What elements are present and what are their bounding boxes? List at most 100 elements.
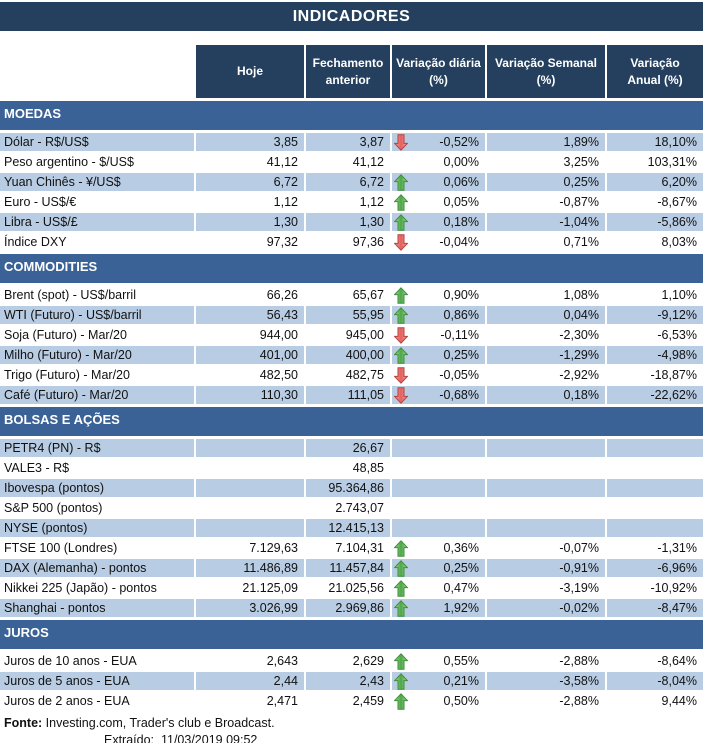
row-label: Juros de 2 anos - EUA [4,694,130,708]
cell-daily: 0,00% [392,153,485,171]
cell-daily [392,439,485,457]
cell-daily [392,519,485,537]
column-header-row: Hoje Fechamento anterior Variação diária… [0,45,703,98]
section-header-label: BOLSAS E AÇÕES [4,412,120,427]
trend-arrow-slot [394,193,408,211]
up-arrow-icon [394,692,408,710]
cell-weekly [487,479,605,497]
cell-daily-value: 0,25% [443,348,479,362]
cell-weekly: -0,02% [487,599,605,617]
trend-arrow-slot [394,213,408,231]
row-label: Shanghai - pontos [0,599,194,617]
cell-prev: 400,00 [306,346,390,364]
trend-arrow-slot [394,692,408,710]
cell-prev: 95.364,86 [306,479,390,497]
cell-annual: -18,87% [650,368,697,382]
table-row: Café (Futuro) - Mar/20 110,30 111,05 -0,… [0,386,703,404]
cell-annual: -4,98% [607,346,703,364]
trend-arrow-slot [394,366,408,384]
cell-daily-value: 0,86% [443,308,479,322]
cell-annual: 18,10% [607,133,703,151]
cell-prev: 21.025,56 [328,581,384,595]
cell-today: 1,12 [273,195,298,209]
cell-today: 110,30 [196,386,304,404]
up-arrow-icon [394,599,408,617]
row-label: WTI (Futuro) - US$/barril [0,306,194,324]
column-header-today: Hoje [196,45,304,98]
table-row: Juros de 10 anos - EUA 2,643 2,629 0,55%… [0,652,703,670]
cell-daily-value: 0,36% [443,541,479,555]
cell-today: 6,72 [196,173,304,191]
cell-daily [392,479,485,497]
cell-today: 482,50 [259,368,298,382]
cell-daily: -0,11% [392,326,485,344]
down-arrow-icon [394,386,408,404]
trend-arrow-slot [394,559,408,577]
section-rows: Brent (spot) - US$/barril 66,26 65,67 0,… [0,286,703,404]
up-arrow-icon [394,346,408,364]
cell-today: 944,00 [259,328,298,342]
up-arrow-icon [394,579,408,597]
cell-today: 97,32 [266,235,298,249]
cell-weekly [487,519,605,537]
cell-today: 41,12 [266,155,298,169]
table-row: Juros de 5 anos - EUA 2,44 2,43 0,21% -3… [0,672,703,690]
cell-today: 3.026,99 [196,599,304,617]
section-header: MOEDAS [0,101,703,130]
cell-daily: -0,04% [392,233,485,251]
table-row: Milho (Futuro) - Mar/20 401,00 400,00 0,… [0,346,703,364]
cell-today [196,439,304,457]
row-label: S&P 500 (pontos) [4,501,103,515]
cell-daily-value: 0,21% [443,674,479,688]
cell-daily-value: 0,50% [443,694,479,708]
row-label: Peso argentino - $/US$ [4,155,134,169]
up-arrow-icon [394,173,408,191]
trend-arrow-slot [394,286,408,304]
cell-prev: 48,85 [352,461,384,475]
cell-daily: 0,50% [392,692,485,710]
cell-daily-value: -0,11% [440,328,479,342]
down-arrow-icon [394,233,408,251]
cell-weekly: 1,08% [563,288,599,302]
cell-prev: 945,00 [345,328,384,342]
row-label: PETR4 (PN) - R$ [0,439,194,457]
cell-weekly: -0,87% [559,195,599,209]
table-row: Dólar - R$/US$ 3,85 3,87 -0,52% 1,89% 18… [0,133,703,151]
cell-weekly: 0,04% [487,306,605,324]
trend-arrow-slot [394,173,408,191]
section-header-label: COMMODITIES [4,259,98,274]
cell-prev: 482,75 [345,368,384,382]
cell-weekly: 1,89% [487,133,605,151]
cell-today: 2,44 [196,672,304,690]
row-label: Euro - US$/€ [4,195,77,209]
cell-annual [607,499,703,517]
table-row: NYSE (pontos) 12.415,13 [0,519,703,537]
cell-annual: 1,10% [661,288,697,302]
cell-today [196,479,304,497]
table-row: PETR4 (PN) - R$ 26,67 [0,439,703,457]
cell-daily: 0,36% [392,539,485,557]
extracted-line: Extraído: 11/03/2019 09:52 [0,733,703,743]
source-text: Investing.com, Trader's club e Broadcast… [42,716,275,730]
cell-prev: 7.104,31 [335,541,384,555]
table-section: COMMODITIES Brent (spot) - US$/barril 66… [0,254,703,404]
cell-daily [392,459,485,477]
cell-weekly [487,459,605,477]
page-title: INDICADORES [0,2,703,31]
cell-daily-value: 0,00% [443,155,479,169]
cell-prev: 2,459 [352,694,384,708]
trend-arrow-slot [394,306,408,324]
table-row: Shanghai - pontos 3.026,99 2.969,86 1,92… [0,599,703,617]
up-arrow-icon [394,672,408,690]
row-label: Nikkei 225 (Japão) - pontos [4,581,157,595]
cell-daily-value: 0,18% [443,215,479,229]
cell-daily [392,499,485,517]
trend-arrow-slot [394,652,408,670]
section-rows: PETR4 (PN) - R$ 26,67 VALE3 - R$ 48,85 I… [0,439,703,617]
row-label: Soja (Futuro) - Mar/20 [4,328,127,342]
table-row: Ibovespa (pontos) 95.364,86 [0,479,703,497]
extracted-label: Extraído: [104,733,155,743]
cell-daily: 0,05% [392,193,485,211]
source-label: Fonte: [4,716,43,730]
cell-prev: 12.415,13 [306,519,390,537]
